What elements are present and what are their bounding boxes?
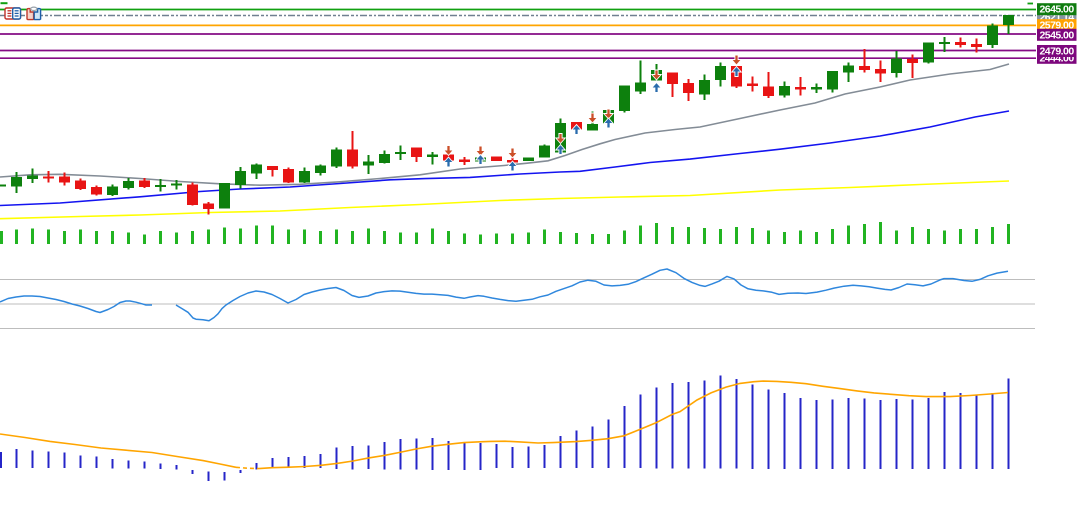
svg-text:2579.00: 2579.00 [1040, 20, 1075, 32]
svg-text:2645.00: 2645.00 [1040, 4, 1075, 16]
svg-text:2545.00: 2545.00 [1040, 29, 1075, 41]
svg-text:2479.00: 2479.00 [1040, 46, 1075, 58]
